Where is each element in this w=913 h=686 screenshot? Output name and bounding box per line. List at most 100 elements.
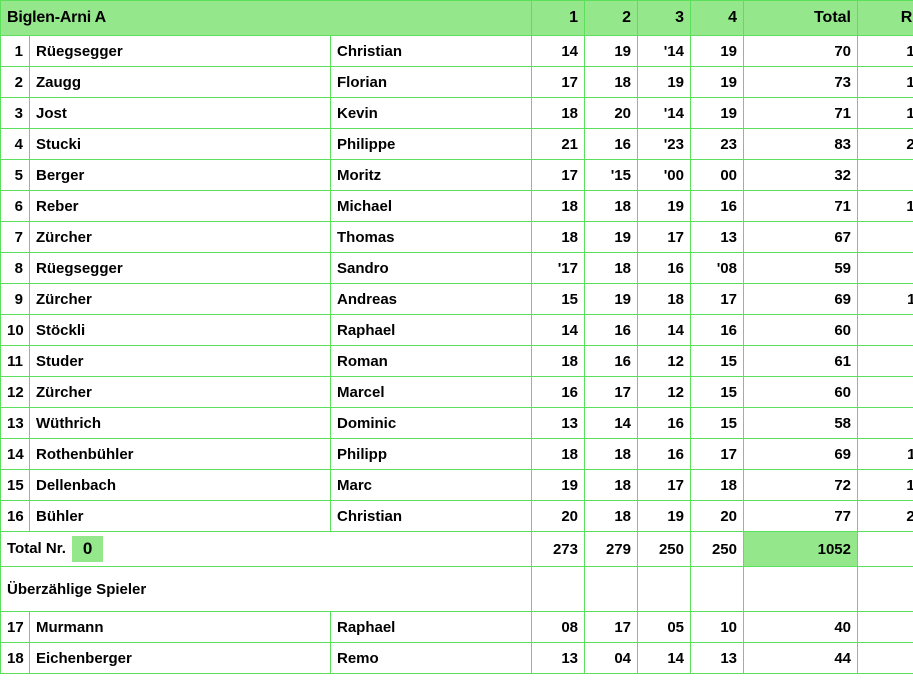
game-2-score: 18 xyxy=(584,66,638,98)
total-score: 69 xyxy=(743,283,858,315)
game-2-score: 17 xyxy=(584,376,638,408)
first-name: Marc xyxy=(330,469,532,501)
table-row: 17 Murmann Raphael 08 17 05 10 40 xyxy=(0,611,913,643)
game-1-score: 14 xyxy=(531,314,585,346)
game-1-score: 18 xyxy=(531,221,585,253)
game-4-score: 15 xyxy=(690,407,744,439)
total-score: 67 xyxy=(743,221,858,253)
table-row: 12ZürcherMarcel16171215603 xyxy=(0,376,913,408)
row-number: 14 xyxy=(0,438,30,470)
totals-game-4: 250 xyxy=(690,531,744,567)
totals-count-box: 0 xyxy=(71,536,104,562)
game-2-score: 18 xyxy=(584,469,638,501)
last-name: Reber xyxy=(29,190,331,222)
game-1-score: 17 xyxy=(531,66,585,98)
game-1-score: 19 xyxy=(531,469,585,501)
game-4-score: 19 xyxy=(690,66,744,98)
last-name: Wüthrich xyxy=(29,407,331,439)
game-4-score: 15 xyxy=(690,345,744,377)
game-2-score: 16 xyxy=(584,345,638,377)
game-2-score: 18 xyxy=(584,500,638,532)
last-name: Rüegsegger xyxy=(29,252,331,284)
rp-score: 23 xyxy=(857,500,913,532)
total-score: 61 xyxy=(743,345,858,377)
table-row: 15DellenbachMarc191817187218 xyxy=(0,469,913,501)
rp-score: 11 xyxy=(857,438,913,470)
rp-score: 16 xyxy=(857,190,913,222)
total-score: 70 xyxy=(743,35,858,67)
first-name: Christian xyxy=(330,35,532,67)
row-number: 13 xyxy=(0,407,30,439)
game-3-score: 19 xyxy=(637,190,691,222)
totals-label: Total Nr. xyxy=(7,539,66,557)
game-1-score: 20 xyxy=(531,500,585,532)
first-name: Philipp xyxy=(330,438,532,470)
table-row: 13 Wüthrich Dominic 13 14 16 15 58 xyxy=(0,407,913,439)
game-3-score: '14 xyxy=(637,97,691,129)
game-2-score: 04 xyxy=(584,642,638,674)
first-name: Michael xyxy=(330,190,532,222)
row-number: 2 xyxy=(0,66,30,98)
totals-game-3: 250 xyxy=(637,531,691,567)
game-4-score: 13 xyxy=(690,642,744,674)
game-3-score: 19 xyxy=(637,500,691,532)
last-name: Jost xyxy=(29,97,331,129)
game-3-score: 14 xyxy=(637,642,691,674)
game-4-score: 10 xyxy=(690,611,744,643)
rp-score xyxy=(857,407,913,439)
game-1-score: '17 xyxy=(531,252,585,284)
last-name: Stöckli xyxy=(29,314,331,346)
game-2-score: 18 xyxy=(584,438,638,470)
last-name: Zaugg xyxy=(29,66,331,98)
first-name: Philippe xyxy=(330,128,532,160)
game-4-score: 20 xyxy=(690,500,744,532)
totals-game-2: 279 xyxy=(584,531,638,567)
game-3-score: 16 xyxy=(637,252,691,284)
last-name: Zürcher xyxy=(29,221,331,253)
table-row: 11StuderRoman18161215615 xyxy=(0,345,913,377)
game-3-score: 05 xyxy=(637,611,691,643)
last-name: Bühler xyxy=(29,500,331,532)
rp-score: 3 xyxy=(857,376,913,408)
table-row: 16BühlerChristian201819207723 xyxy=(0,500,913,532)
extras-section-row: Überzählige Spieler xyxy=(0,566,913,612)
grand-total: 1052 xyxy=(743,531,858,567)
team-title: Biglen-Arni A xyxy=(0,0,532,36)
game-1-score: 18 xyxy=(531,345,585,377)
rp-score xyxy=(857,642,913,674)
extras-spacer-rp xyxy=(857,566,913,612)
game-3-score: 14 xyxy=(637,314,691,346)
row-number: 9 xyxy=(0,283,30,315)
game-3-score: '00 xyxy=(637,159,691,191)
total-score: 77 xyxy=(743,500,858,532)
game-3-score: 12 xyxy=(637,376,691,408)
row-number: 1 xyxy=(0,35,30,67)
first-name: Raphael xyxy=(330,314,532,346)
game-3-score: 18 xyxy=(637,283,691,315)
last-name: Stucki xyxy=(29,128,331,160)
extras-section-label: Überzählige Spieler xyxy=(0,566,532,612)
table-row: 2ZauggFlorian171819197319 xyxy=(0,66,913,98)
game-3-score: 12 xyxy=(637,345,691,377)
total-score: 72 xyxy=(743,469,858,501)
extras-spacer-game-2 xyxy=(584,566,638,612)
column-header-total: Total xyxy=(743,0,858,36)
total-score: 60 xyxy=(743,376,858,408)
table-row: 14RothenbühlerPhilipp181816176911 xyxy=(0,438,913,470)
game-1-score: 18 xyxy=(531,438,585,470)
total-score: 73 xyxy=(743,66,858,98)
game-2-score: 14 xyxy=(584,407,638,439)
game-4-score: 16 xyxy=(690,190,744,222)
game-1-score: 13 xyxy=(531,642,585,674)
total-score: 58 xyxy=(743,407,858,439)
totals-rp xyxy=(857,531,913,567)
game-4-score: 23 xyxy=(690,128,744,160)
first-name: Sandro xyxy=(330,252,532,284)
table-header: Biglen-Arni A 1 2 3 4 Total RP xyxy=(0,0,913,36)
first-name: Remo xyxy=(330,642,532,674)
game-1-score: 21 xyxy=(531,128,585,160)
